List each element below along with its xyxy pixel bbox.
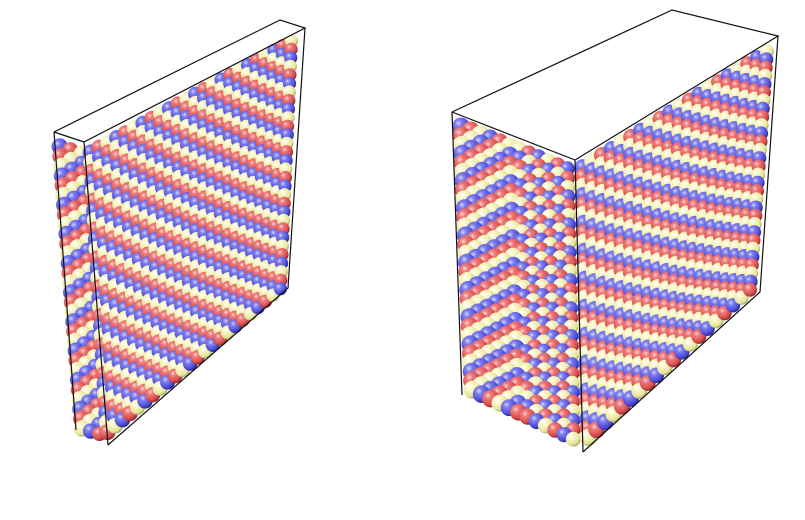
left-slab-front-atoms: [82, 34, 298, 441]
atom-sphere: [565, 431, 581, 447]
right-box-back-vertical: [451, 111, 463, 396]
atom-sphere: [743, 282, 757, 297]
right-slab-side-atoms: [452, 117, 581, 447]
atom-sphere: [273, 282, 287, 296]
right-slab-front-atoms: [574, 44, 774, 446]
left-box-back-vertical: [53, 131, 77, 431]
right-slab-box: [451, 9, 780, 453]
right-box-right-edge: [582, 35, 779, 453]
left-box-right-edge: [107, 27, 306, 446]
left-slab: [51, 19, 307, 446]
right-slab: [451, 9, 780, 453]
left-box-top-edge: [53, 19, 307, 143]
left-slab-box: [53, 19, 307, 446]
right-box-top-edge: [451, 9, 780, 161]
